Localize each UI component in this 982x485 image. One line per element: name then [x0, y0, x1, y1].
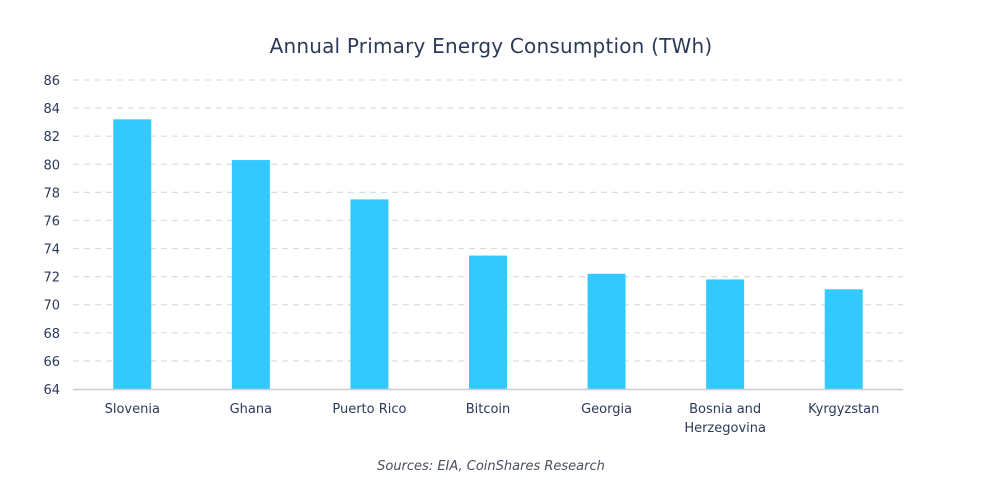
- y-tick-label: 84: [43, 102, 60, 117]
- y-axis-ticks: 64 66 68 70 72 74 76 78 80 82 84 86: [43, 74, 60, 398]
- bar-bosnia-and-herzegovina: [706, 279, 745, 389]
- y-tick-label: 86: [43, 74, 60, 89]
- x-tick-label: Slovenia: [105, 402, 160, 417]
- y-tick-label: 70: [43, 299, 60, 314]
- bar-slovenia: [113, 119, 152, 389]
- x-tick-label: Georgia: [581, 402, 632, 417]
- x-tick-label: Ghana: [230, 402, 273, 417]
- y-tick-label: 80: [43, 158, 60, 173]
- x-axis-labels: Slovenia Ghana Puerto Rico Bitcoin Georgia Bo…: [105, 402, 880, 436]
- bar-bitcoin: [469, 255, 507, 389]
- bar-ghana: [231, 160, 270, 389]
- x-tick-label: Puerto Rico: [332, 402, 406, 417]
- x-tick-label: Bosnia and Herzegovina: [684, 402, 766, 436]
- bar-puerto-rico: [350, 199, 389, 389]
- y-tick-label: 64: [43, 383, 60, 398]
- x-tick-label: Bitcoin: [466, 402, 511, 417]
- bars: [113, 119, 863, 389]
- bar-kyrgyzstan: [824, 289, 863, 389]
- y-tick-label: 76: [43, 214, 60, 229]
- y-tick-label: 72: [43, 271, 60, 286]
- y-tick-label: 66: [43, 355, 60, 370]
- chart-title: Annual Primary Energy Consumption (TWh): [269, 34, 713, 58]
- bar-georgia: [587, 273, 626, 389]
- y-tick-label: 78: [43, 186, 60, 201]
- x-tick-label: Kyrgyzstan: [808, 402, 879, 417]
- source-note: Sources: EIA, CoinShares Research: [377, 459, 605, 474]
- y-tick-label: 68: [43, 327, 60, 342]
- y-tick-label: 74: [43, 243, 60, 258]
- y-tick-label: 82: [43, 130, 60, 145]
